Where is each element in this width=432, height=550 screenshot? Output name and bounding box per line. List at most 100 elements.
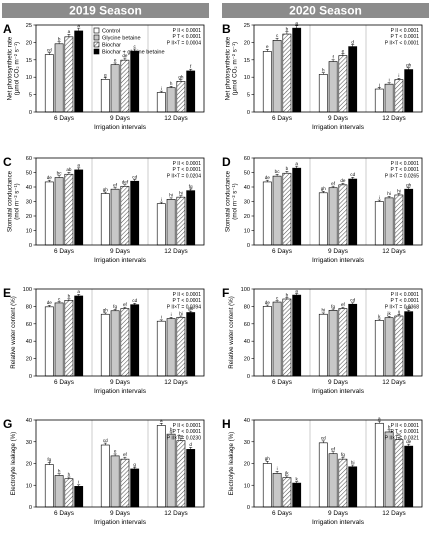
bar bbox=[292, 167, 302, 246]
bar bbox=[100, 444, 110, 508]
bar bbox=[374, 88, 384, 113]
x-axis-label: Irrigation intervals bbox=[312, 257, 365, 264]
significance-letter: gh bbox=[406, 182, 412, 187]
bar bbox=[262, 306, 272, 377]
significance-letter: de bbox=[47, 300, 53, 305]
y-tick-label: 10 bbox=[244, 75, 250, 81]
y-tick-label: 60 bbox=[244, 156, 250, 162]
anova-stat: P II < 0.0001 bbox=[173, 423, 202, 429]
x-category-label: 9 Days bbox=[328, 379, 348, 386]
panel-letter: F bbox=[222, 286, 229, 300]
bar bbox=[282, 33, 292, 113]
x-category-label: 6 Days bbox=[272, 379, 292, 386]
bar bbox=[338, 308, 348, 377]
legend-swatch-biochar bbox=[93, 41, 100, 48]
y-tick-label: 40 bbox=[244, 418, 250, 424]
y-tick-label: 20 bbox=[26, 40, 32, 46]
significance-letter: h bbox=[68, 472, 71, 477]
bar bbox=[384, 83, 394, 113]
significance-letter: h bbox=[322, 67, 325, 72]
bar bbox=[44, 306, 54, 377]
bar bbox=[272, 301, 282, 377]
significance-letter: gh bbox=[265, 456, 271, 461]
significance-letter: ef bbox=[341, 302, 346, 307]
season-band-left bbox=[2, 3, 209, 18]
significance-letter: i bbox=[379, 195, 380, 200]
bar bbox=[64, 36, 74, 113]
legend-swatch-biochar-glycine-betaine bbox=[93, 48, 100, 55]
y-tick-label: 40 bbox=[244, 185, 250, 191]
bar bbox=[394, 315, 404, 377]
y-tick-label: 40 bbox=[26, 185, 32, 191]
significance-letter: i bbox=[161, 315, 162, 320]
bar bbox=[110, 188, 120, 246]
bar bbox=[74, 486, 84, 508]
bar bbox=[166, 87, 176, 113]
significance-letter: ef bbox=[113, 182, 118, 187]
y-tick-label: 40 bbox=[244, 339, 250, 345]
x-category-label: 9 Days bbox=[110, 248, 130, 255]
y-tick-label: 0 bbox=[247, 243, 250, 249]
anova-stat: P T < 0.0001 bbox=[391, 34, 420, 40]
significance-letter: fg bbox=[331, 304, 335, 309]
anova-stat: P II < 0.0001 bbox=[173, 28, 202, 34]
y-tick-label: 30 bbox=[26, 200, 32, 206]
significance-letter: hi bbox=[387, 191, 391, 196]
legend-label-control: Control bbox=[102, 29, 120, 35]
anova-stat: P II < 0.0001 bbox=[391, 28, 420, 34]
x-category-label: 6 Days bbox=[272, 510, 292, 517]
plot-frame bbox=[35, 24, 205, 113]
x-category-label: 6 Days bbox=[54, 379, 74, 386]
significance-letter: k bbox=[378, 314, 381, 319]
significance-letter: ef bbox=[331, 447, 336, 452]
significance-letter: cd bbox=[132, 298, 137, 303]
bar bbox=[166, 433, 176, 508]
y-tick-label: 15 bbox=[26, 58, 32, 64]
x-category-label: 6 Days bbox=[272, 115, 292, 122]
bar bbox=[54, 302, 64, 377]
significance-letter: b bbox=[68, 294, 71, 299]
y-tick-label: 20 bbox=[26, 462, 32, 468]
anova-stat: P II×T < 0.0001 bbox=[385, 40, 420, 46]
x-category-label: 9 Days bbox=[328, 115, 348, 122]
x-axis-label: Irrigation intervals bbox=[94, 388, 147, 395]
bar bbox=[64, 478, 74, 508]
x-category-label: 6 Days bbox=[54, 248, 74, 255]
x-category-label: 12 Days bbox=[382, 510, 405, 517]
significance-letter: i bbox=[398, 73, 399, 78]
legend-swatch-glycine-betaine bbox=[93, 34, 100, 41]
significance-letter: c bbox=[276, 33, 279, 38]
y-tick-label: 60 bbox=[244, 322, 250, 328]
bar bbox=[374, 422, 384, 508]
y-tick-label: 60 bbox=[26, 156, 32, 162]
x-category-label: 12 Days bbox=[164, 115, 187, 122]
bar bbox=[110, 310, 120, 377]
anova-stat: P II < 0.0001 bbox=[173, 161, 202, 167]
significance-letter: bc bbox=[275, 169, 281, 174]
x-category-label: 12 Days bbox=[164, 379, 187, 386]
significance-letter: j bbox=[378, 82, 380, 87]
significance-letter: b bbox=[170, 427, 173, 432]
significance-letter: cd bbox=[321, 436, 326, 441]
x-axis-label: Irrigation intervals bbox=[94, 519, 147, 526]
significance-letter: e bbox=[266, 44, 269, 49]
y-tick-label: 10 bbox=[244, 229, 250, 235]
significance-letter: a bbox=[77, 163, 80, 168]
significance-letter: gh bbox=[103, 308, 109, 313]
bar bbox=[44, 464, 54, 508]
significance-letter: def bbox=[122, 179, 129, 184]
significance-letter: fg bbox=[341, 452, 345, 457]
significance-letter: a bbox=[295, 161, 298, 166]
x-category-label: 9 Days bbox=[110, 115, 130, 122]
y-axis-label: (mol m⁻² s⁻¹) bbox=[14, 183, 21, 219]
y-tick-label: 10 bbox=[244, 483, 250, 489]
x-category-label: 6 Days bbox=[54, 115, 74, 122]
significance-letter: de bbox=[265, 175, 271, 180]
y-tick-label: 20 bbox=[244, 462, 250, 468]
y-tick-label: 5 bbox=[29, 93, 32, 99]
plot-frame bbox=[253, 157, 423, 246]
bar bbox=[384, 431, 394, 508]
